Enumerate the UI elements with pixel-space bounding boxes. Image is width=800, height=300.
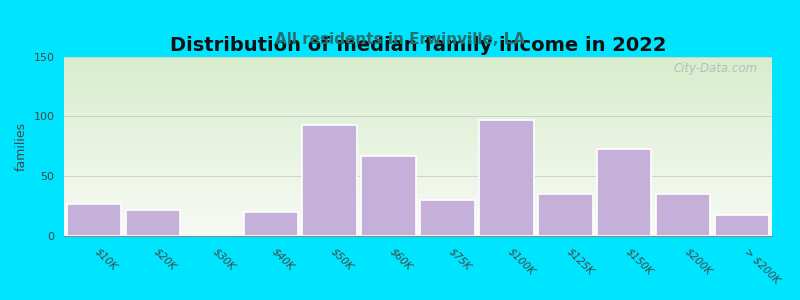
Bar — [66, 204, 121, 236]
Title: Distribution of median family income in 2022: Distribution of median family income in … — [170, 36, 666, 55]
Text: All residents in Erwinville, LA: All residents in Erwinville, LA — [275, 32, 525, 46]
Bar — [656, 194, 710, 236]
Text: City-Data.com: City-Data.com — [674, 62, 758, 75]
Bar — [715, 215, 770, 236]
Y-axis label: families: families — [15, 122, 28, 171]
Bar — [420, 200, 474, 236]
Bar — [538, 194, 593, 236]
Bar — [479, 120, 534, 236]
Bar — [302, 125, 357, 236]
Bar — [598, 149, 651, 236]
Bar — [243, 212, 298, 236]
Bar — [362, 156, 416, 236]
Bar — [126, 210, 180, 236]
